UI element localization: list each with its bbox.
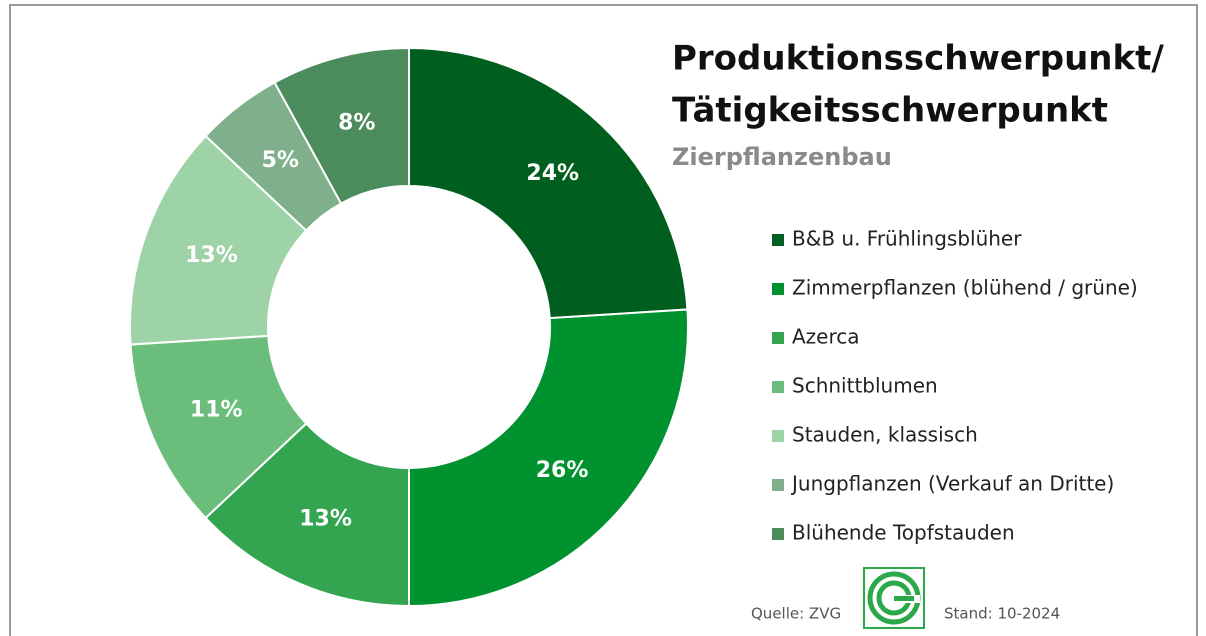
legend-label: Schnittblumen	[792, 374, 938, 398]
legend-label: Blühende Topfstauden	[792, 521, 1015, 545]
data-label: 5%	[262, 148, 299, 173]
legend-swatch	[772, 283, 784, 295]
legend-swatch	[772, 479, 784, 491]
data-label: 13%	[185, 243, 238, 268]
legend-label: Stauden, klassisch	[792, 423, 978, 447]
logo	[863, 567, 925, 629]
data-label: 24%	[526, 161, 579, 186]
donut-segment	[273, 46, 410, 205]
chart-subtitle: Zierpflanzenbau	[672, 143, 892, 171]
source: Quelle: ZVG	[751, 605, 841, 623]
data-label: 11%	[190, 397, 243, 422]
date: Stand: 10-2024	[944, 605, 1060, 623]
legend-label: Jungpflanzen (Verkauf an Dritte)	[790, 472, 1114, 496]
donut-segment	[204, 422, 410, 608]
legend-label: B&B u. Frühlingsblüher	[792, 227, 1022, 251]
legend-swatch	[772, 528, 784, 540]
donut-segment	[129, 134, 308, 346]
legend-label: Zimmerpflanzen (blühend / grüne)	[792, 276, 1138, 300]
legend-swatch	[772, 332, 784, 344]
chart-title: Tätigkeitsschwerpunkt	[672, 91, 1108, 131]
data-label: 13%	[299, 507, 352, 532]
legend-label: Azerca	[792, 325, 860, 349]
chart-title: Produktionsschwerpunkt/	[672, 39, 1164, 79]
legend-swatch	[772, 381, 784, 393]
donut-segment	[408, 308, 689, 608]
data-label: 8%	[338, 111, 375, 136]
data-label: 26%	[536, 458, 589, 483]
legend-swatch	[772, 430, 784, 442]
legend-swatch	[772, 234, 784, 246]
donut-segment	[408, 46, 689, 320]
